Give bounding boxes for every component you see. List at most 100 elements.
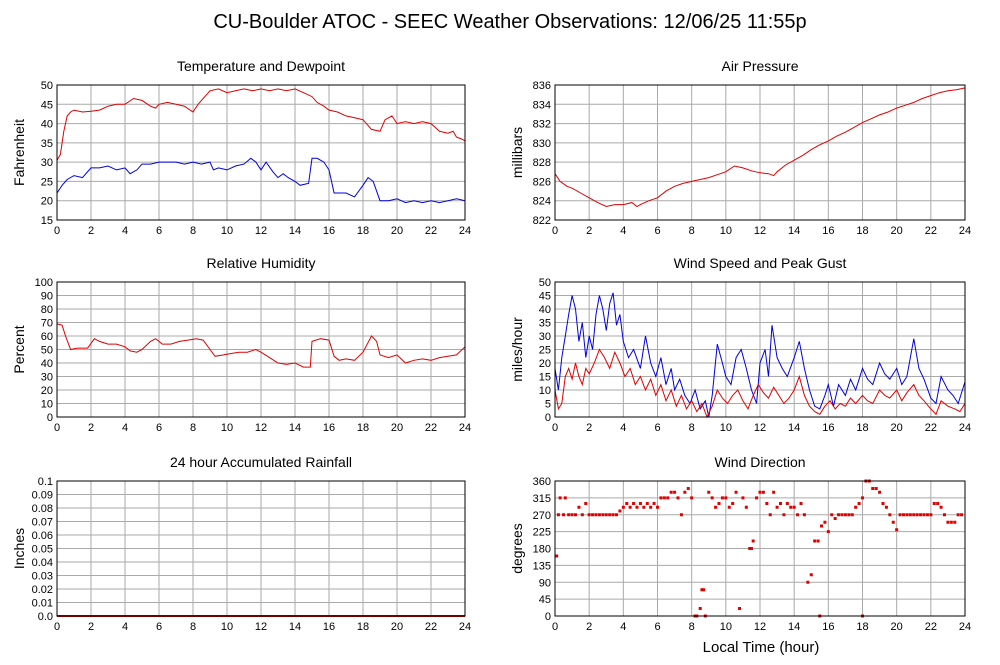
direction-xtick-label: 16 <box>822 621 834 633</box>
direction-ytick-label: 0 <box>545 611 551 623</box>
direction-point <box>813 539 817 543</box>
wind-xtick-label: 20 <box>891 422 903 434</box>
direction-point <box>749 547 753 550</box>
humidity-xtick-label: 2 <box>88 422 94 434</box>
rain-ytick-label: 0.02 <box>32 584 53 596</box>
temp-ytick-label: 20 <box>41 196 53 208</box>
direction-point <box>806 580 810 584</box>
pressure-ytick-label: 836 <box>533 80 551 92</box>
rain-ylabel: Inches <box>11 528 27 569</box>
direction-ytick-label: 315 <box>533 493 551 505</box>
humidity-xtick-label: 12 <box>255 422 267 434</box>
direction-point <box>789 505 793 509</box>
pressure-frame <box>554 84 966 221</box>
direction-point <box>676 496 680 500</box>
direction-point <box>932 502 936 505</box>
direction-point <box>698 607 702 610</box>
direction-ytick-label: 45 <box>539 594 551 606</box>
humidity-ytick-label: 20 <box>41 385 53 397</box>
humidity-xtick-label: 10 <box>221 422 233 434</box>
direction-point <box>555 554 559 558</box>
direction-point <box>919 513 923 517</box>
direction-xtick-label: 12 <box>754 621 766 633</box>
humidity-xtick-label: 0 <box>54 422 60 434</box>
temp-series-0-line <box>56 88 466 161</box>
direction-point <box>649 505 653 509</box>
rain-xtick-label: 12 <box>255 621 267 633</box>
rain-ytick-label: 0.07 <box>32 517 53 529</box>
wind-ytick-label: 20 <box>539 358 551 370</box>
direction-point <box>884 505 888 509</box>
direction-xtick-label: 4 <box>620 621 626 633</box>
direction-point <box>645 502 649 505</box>
direction-point <box>960 513 964 517</box>
direction-point <box>662 496 666 500</box>
direction-point <box>574 513 577 517</box>
direction-point <box>669 490 673 494</box>
pressure-ytick-label: 830 <box>533 138 551 150</box>
direction-point <box>567 513 571 517</box>
direction-point <box>943 513 946 517</box>
direction-xtick-label: 14 <box>788 621 800 633</box>
direction-point <box>679 513 683 517</box>
pressure-xtick-label: 8 <box>689 225 695 237</box>
direction-point <box>558 496 562 500</box>
rain-xtick-label: 16 <box>323 621 335 633</box>
temp-ylabel: Fahrenheit <box>11 119 27 186</box>
rain-xtick-label: 8 <box>190 621 196 633</box>
direction-point <box>956 513 960 517</box>
direction-point <box>656 505 659 509</box>
direction-point <box>823 520 827 524</box>
humidity-ytick-label: 70 <box>41 318 53 330</box>
temp-xtick-label: 0 <box>54 225 60 237</box>
temp-ytick-label: 15 <box>41 215 53 227</box>
humidity-xtick-label: 16 <box>323 422 335 434</box>
direction-point <box>635 505 639 509</box>
direction-point <box>562 513 566 517</box>
temp-title: Temperature and Dewpoint <box>177 58 345 74</box>
wind-xtick-label: 4 <box>620 422 626 434</box>
direction-xtick-label: 0 <box>552 621 558 633</box>
direction-point <box>905 513 909 517</box>
direction-point <box>946 520 950 524</box>
direction-point <box>833 517 837 520</box>
humidity-xtick-label: 6 <box>156 422 162 434</box>
humidity-xtick-label: 8 <box>190 422 196 434</box>
wind-xtick-label: 16 <box>822 422 834 434</box>
temp-xtick-label: 6 <box>156 225 162 237</box>
direction-point <box>638 502 642 505</box>
temp-ytick-label: 35 <box>41 138 53 150</box>
pressure-ytick-label: 826 <box>533 176 551 188</box>
direction-point <box>683 490 687 494</box>
direction-point <box>714 505 718 509</box>
direction-point <box>755 496 759 500</box>
pressure-title: Air Pressure <box>721 58 798 74</box>
direction-ytick-label: 90 <box>539 577 551 589</box>
pressure-xtick-label: 20 <box>891 225 903 237</box>
direction-point <box>908 513 912 517</box>
direction-point <box>785 502 789 505</box>
temp-xtick-label: 16 <box>323 225 335 237</box>
direction-point <box>628 505 632 509</box>
wind-ylabel: miles/hour <box>509 317 525 382</box>
direction-ytick-label: 135 <box>533 560 551 572</box>
direction-point <box>666 496 670 500</box>
temp-ytick-label: 40 <box>41 119 53 131</box>
rain-xtick-label: 20 <box>391 621 403 633</box>
direction-point <box>816 539 820 543</box>
pressure-xtick-label: 18 <box>856 225 868 237</box>
direction-frame <box>554 480 966 617</box>
humidity-xtick-label: 14 <box>289 422 301 434</box>
direction-point <box>707 490 711 494</box>
humidity-ylabel: Percent <box>11 325 27 373</box>
temp-xtick-label: 14 <box>289 225 301 237</box>
direction-point <box>949 520 953 524</box>
direction-point <box>891 520 895 524</box>
temp-ytick-label: 45 <box>41 99 53 111</box>
direction-point <box>799 502 803 505</box>
